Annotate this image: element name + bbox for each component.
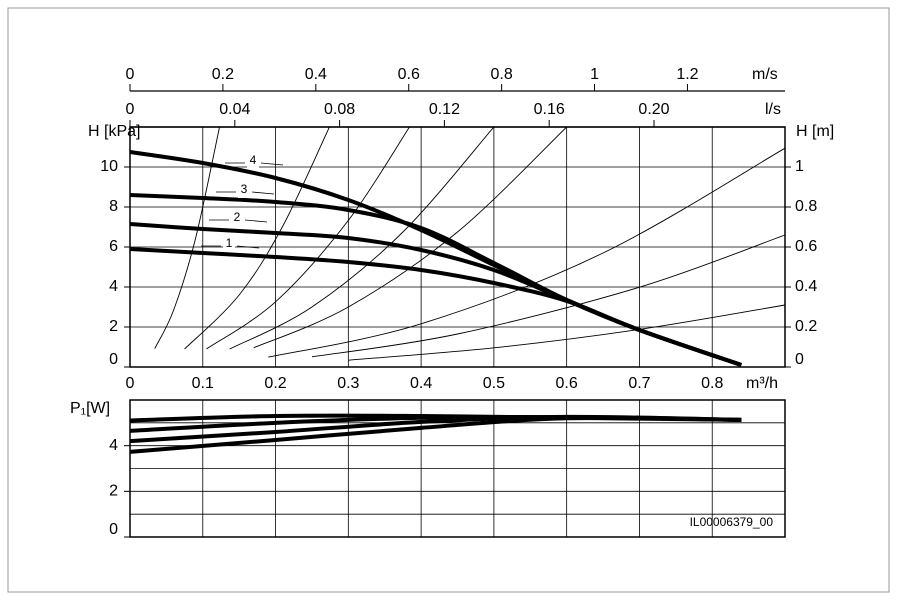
y-tick-label: 6: [109, 238, 118, 255]
x2-tick-label: 0.4: [305, 66, 327, 83]
system-curve: [268, 147, 786, 358]
x-tick-label: 0.4: [410, 375, 432, 392]
x2-tick-label: 0.6: [398, 66, 420, 83]
plot-frame: [129, 126, 786, 368]
system-curve: [154, 126, 220, 349]
x-tick-label: 0.6: [556, 375, 578, 392]
curve-label: 3: [241, 182, 248, 196]
label-bg: [223, 236, 235, 252]
x-tick-label: 0.2: [264, 375, 286, 392]
x2-tick-label: 1.2: [676, 66, 698, 83]
y-tick-label: 0: [109, 351, 118, 368]
system-curve: [348, 304, 786, 361]
annotation: IL00006379_00: [690, 515, 774, 529]
y2-axis-title: H [m]: [796, 123, 834, 140]
system-curve: [206, 126, 410, 350]
x-tick-label: 0.1: [192, 375, 214, 392]
curve-label: 1: [226, 236, 233, 250]
y2-tick-label: 0.2: [795, 318, 817, 335]
y2-tick-label: 1: [795, 158, 804, 175]
y-tick-label: 2: [109, 483, 118, 500]
x-axis-title: m³/h: [746, 375, 778, 392]
y-tick-label: 8: [109, 198, 118, 215]
y-tick-label: 4: [109, 437, 118, 454]
frame: [7, 7, 890, 593]
y2-tick-label: 0.4: [795, 278, 817, 295]
y-tick-label: 10: [100, 158, 118, 175]
pump-curve: [129, 222, 742, 367]
x2-tick-label: 0.2: [212, 66, 234, 83]
y2-tick-label: 0: [795, 351, 804, 368]
label-leader: [244, 219, 268, 223]
x2-tick-label: 1: [590, 66, 599, 83]
y-tick-label: 4: [109, 278, 118, 295]
x-tick-label: 0.8: [701, 375, 723, 392]
x3-tick-label: 0: [126, 101, 135, 118]
label-bg: [231, 210, 243, 226]
label-leader: [260, 162, 284, 166]
label-leader: [236, 245, 260, 249]
curve-label: 4: [250, 153, 257, 167]
label-bg: [238, 182, 250, 198]
x2-tick-label: 0.8: [491, 66, 513, 83]
x-tick-label: 0.5: [483, 375, 505, 392]
y-tick-label: 2: [109, 318, 118, 335]
system-curve: [311, 234, 786, 358]
pump-curve: [129, 413, 742, 423]
label-bg: [247, 153, 259, 169]
pump-curve: [129, 150, 742, 367]
label-leader: [251, 191, 275, 195]
x3-tick-label: 0.04: [219, 101, 250, 118]
x3-tick-label: 0.08: [324, 101, 355, 118]
curve-label: 2: [234, 210, 241, 224]
y2-tick-label: 0.8: [795, 198, 817, 215]
y2-tick-label: 0.6: [795, 238, 817, 255]
x3-tick-label: 0.20: [638, 101, 669, 118]
x3-tick-label: 0.12: [429, 101, 460, 118]
x-tick-label: 0: [126, 375, 135, 392]
system-curve: [253, 126, 567, 349]
x3-axis-title: l/s: [765, 101, 781, 118]
x2-axis-title: m/s: [752, 66, 778, 83]
pump-curve: [129, 247, 742, 367]
plot-frame: [129, 399, 786, 538]
x3-tick-label: 0.16: [534, 101, 565, 118]
x-tick-label: 0.3: [337, 375, 359, 392]
x-tick-label: 0.7: [628, 375, 650, 392]
x2-tick-label: 0: [126, 66, 135, 83]
y-tick-label: 0: [109, 521, 118, 538]
y-axis-title: P₁[W]: [70, 400, 110, 417]
y-axis-title: H [kPa]: [88, 123, 140, 140]
system-curve: [229, 126, 495, 350]
